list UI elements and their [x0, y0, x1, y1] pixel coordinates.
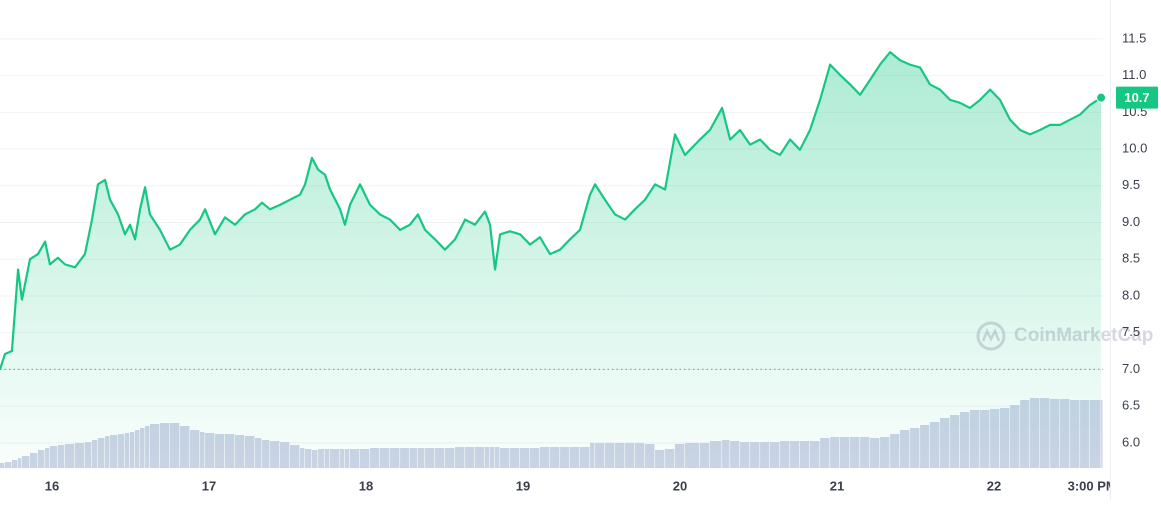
price-line — [0, 51, 1102, 370]
x-tick-label: 16 — [45, 478, 59, 493]
y-tick-label: 9.0 — [1122, 214, 1140, 229]
x-axis: 16 17 18 19 20 21 22 3:00 PM — [45, 478, 1117, 493]
price-badge-box — [1116, 86, 1158, 109]
watermark-text: CoinMarketCap — [1014, 325, 1153, 346]
watermark: CoinMarketCap — [976, 321, 1153, 351]
y-tick-label: 6.5 — [1122, 398, 1140, 413]
price-area — [0, 52, 1102, 470]
y-tick-label: 6.0 — [1122, 434, 1140, 449]
y-tick-label: 11.0 — [1122, 67, 1146, 82]
y-tick-label: 9.5 — [1122, 177, 1140, 192]
last-price-dot — [1096, 92, 1107, 103]
x-tick-label: 17 — [202, 478, 216, 493]
x-tick-label: 19 — [516, 478, 530, 493]
x-tick-label: 22 — [987, 478, 1001, 493]
x-tick-label: 18 — [359, 478, 373, 493]
price-badge: 10.7 — [1116, 86, 1158, 109]
y-tick-label: 11.5 — [1122, 30, 1146, 45]
y-tick-label: 10.0 — [1122, 141, 1147, 156]
volume-bar — [1101, 400, 1103, 468]
y-tick-label: 7.5 — [1122, 324, 1140, 339]
x-tick-label: 20 — [673, 478, 687, 493]
y-tick-label: 8.5 — [1122, 251, 1140, 266]
y-tick-label: 7.0 — [1122, 361, 1140, 376]
x-tick-label: 3:00 PM — [1068, 478, 1117, 493]
x-tick-label: 21 — [830, 478, 844, 493]
plot — [0, 51, 1107, 470]
y-tick-label: 8.0 — [1122, 287, 1140, 302]
price-badge-label: 10.7 — [1124, 90, 1149, 105]
